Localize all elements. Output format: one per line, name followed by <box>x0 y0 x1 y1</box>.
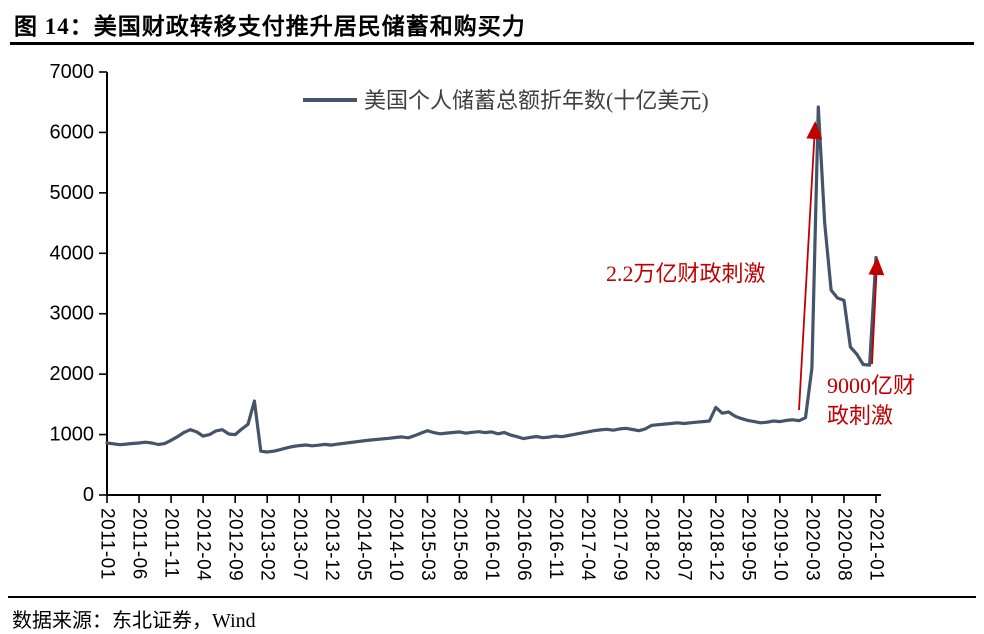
stimulus-arrow <box>798 121 823 411</box>
y-tick-label: 1000 <box>50 424 95 446</box>
x-tick-label: 2011-01 <box>97 508 118 580</box>
x-tick-label: 2019-05 <box>737 508 758 581</box>
x-tick-label: 2014-05 <box>353 508 374 581</box>
figure-title: 图 14：美国财政转移支付推升居民储蓄和购买力 <box>14 14 526 39</box>
y-tick-label: 7000 <box>50 61 95 83</box>
y-axis-ticks: 0 1000 2000 3000 4000 5000 6000 7000 <box>50 61 107 506</box>
x-tick-label: 2018-02 <box>641 508 662 581</box>
annotation-text: 9000亿财政刺激 <box>827 373 915 428</box>
x-tick-label: 2011-11 <box>161 508 182 578</box>
series-line-savings <box>105 105 878 454</box>
x-tick-label: 2017-09 <box>609 508 630 581</box>
x-tick-label: 2018-12 <box>705 508 726 581</box>
y-tick-label: 3000 <box>50 303 95 325</box>
x-tick-label: 2015-03 <box>417 508 438 581</box>
x-tick-label: 2019-10 <box>769 508 790 581</box>
y-tick-label: 6000 <box>50 121 95 143</box>
title-divider <box>10 42 974 45</box>
x-tick-label: 2016-11 <box>545 508 566 580</box>
legend: 美国个人储蓄总额折年数(十亿美元) <box>303 88 709 113</box>
x-tick-label: 2021-01 <box>866 508 887 581</box>
x-tick-label: 2017-04 <box>577 508 598 581</box>
annotation-text: 2.2万亿财政刺激 <box>606 261 766 286</box>
annotations-layer: 2.2万亿财政刺激 9000亿财政刺激 <box>606 121 915 428</box>
stimulus-arrow <box>868 257 885 365</box>
axis-lines <box>106 72 881 496</box>
data-source: 数据来源：东北证券，Wind <box>12 610 256 632</box>
x-tick-label: 2018-07 <box>673 508 694 581</box>
x-tick-label: 2016-06 <box>513 508 534 581</box>
y-tick-label: 5000 <box>50 182 95 204</box>
x-tick-label: 2013-07 <box>289 508 310 581</box>
x-axis-ticks: 2011-01 2011-06 2011-11 2012-04 2012-09 2013-… <box>97 495 887 581</box>
x-tick-label: 2020-08 <box>833 508 854 581</box>
x-tick-label: 2014-10 <box>385 508 406 581</box>
x-tick-label: 2013-02 <box>257 508 278 581</box>
y-tick-label: 4000 <box>50 242 95 264</box>
footer-divider <box>8 596 976 598</box>
x-tick-label: 2020-03 <box>801 508 822 581</box>
legend-label: 美国个人储蓄总额折年数(十亿美元) <box>364 88 709 113</box>
x-tick-label: 2016-01 <box>481 508 502 581</box>
y-tick-label: 2000 <box>50 363 95 385</box>
y-tick-label: 0 <box>83 484 94 506</box>
x-tick-label: 2012-09 <box>225 508 246 581</box>
x-tick-label: 2015-08 <box>449 508 470 581</box>
x-tick-label: 2011-06 <box>129 508 150 580</box>
x-tick-label: 2013-12 <box>321 508 342 581</box>
x-tick-label: 2012-04 <box>193 508 214 581</box>
